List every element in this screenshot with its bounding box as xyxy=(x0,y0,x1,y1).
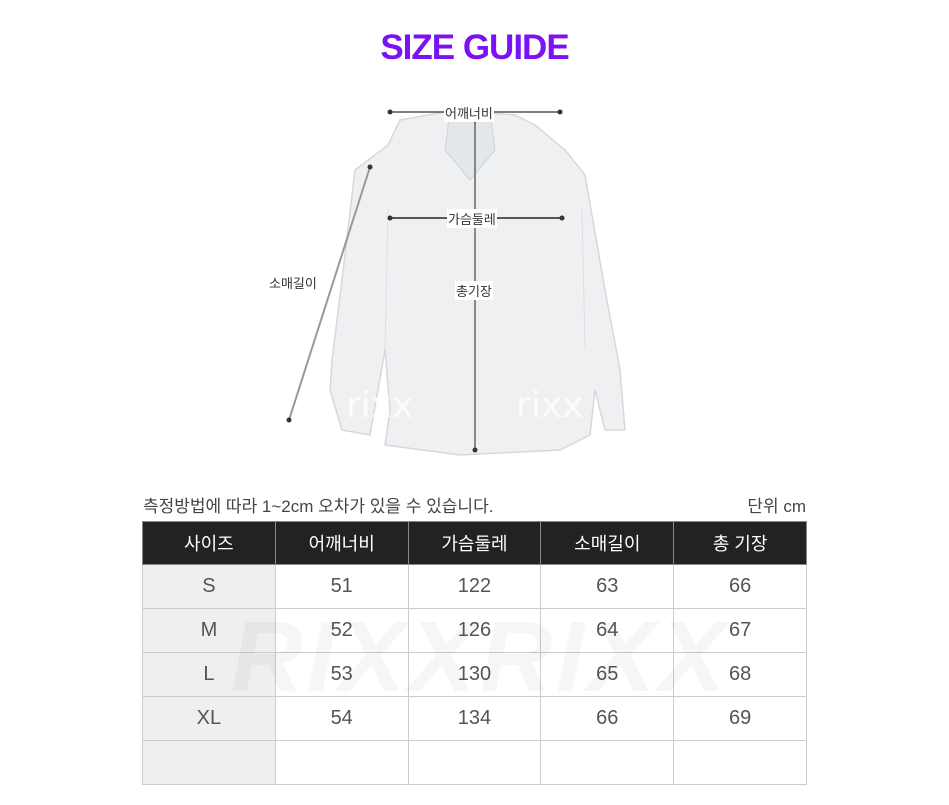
measurement-note: 측정방법에 따라 1~2cm 오차가 있을 수 있습니다. xyxy=(143,497,494,516)
value-cell: 51 xyxy=(274,564,409,609)
table-row xyxy=(142,740,807,785)
table-row: L 53 130 65 68 xyxy=(142,652,807,697)
value-cell xyxy=(673,740,807,785)
column-header: 총 기장 xyxy=(673,521,807,565)
value-cell: 130 xyxy=(407,652,542,697)
value-cell xyxy=(540,740,675,785)
table-row: S 51 122 63 66 xyxy=(142,564,807,609)
column-header: 가슴둘레 xyxy=(407,521,542,565)
value-cell: 52 xyxy=(274,608,409,653)
shoulder-label: 어깨너비 xyxy=(444,103,494,122)
size-table: 사이즈 어깨너비 가슴둘레 소매길이 총 기장 S 51 122 63 66 M 52 126 64 67… xyxy=(142,521,807,785)
table-row: XL 54 134 66 69 xyxy=(142,696,807,741)
page-title: SIZE GUIDE xyxy=(380,28,569,67)
size-cell: L xyxy=(142,652,276,697)
column-header: 소매길이 xyxy=(540,521,675,565)
size-cell: M xyxy=(142,608,276,653)
value-cell: 122 xyxy=(407,564,542,609)
chest-label: 가슴둘레 xyxy=(447,209,497,228)
table-header: 사이즈 어깨너비 가슴둘레 소매길이 총 기장 xyxy=(142,521,807,565)
value-cell: 53 xyxy=(274,652,409,697)
column-header: 사이즈 xyxy=(142,521,276,565)
watermark: rixx xyxy=(516,385,584,426)
table-row: M 52 126 64 67 xyxy=(142,608,807,653)
size-cell xyxy=(142,740,276,785)
value-cell xyxy=(407,740,542,785)
value-cell: 69 xyxy=(673,696,807,741)
unit-label: 단위 cm xyxy=(747,497,806,516)
sleeve-label: 소매길이 xyxy=(269,277,317,292)
watermark: rixx xyxy=(346,385,414,426)
column-header: 어깨너비 xyxy=(274,521,409,565)
value-cell xyxy=(274,740,409,785)
length-label: 총기장 xyxy=(455,281,493,300)
size-cell: XL xyxy=(142,696,276,741)
value-cell: 64 xyxy=(540,608,675,653)
value-cell: 68 xyxy=(673,652,807,697)
value-cell: 54 xyxy=(274,696,409,741)
value-cell: 66 xyxy=(540,696,675,741)
size-cell: S xyxy=(142,564,276,609)
value-cell: 134 xyxy=(407,696,542,741)
value-cell: 63 xyxy=(540,564,675,609)
value-cell: 66 xyxy=(673,564,807,609)
value-cell: 126 xyxy=(407,608,542,653)
shirt-diagram: 어깨너비 가슴둘레 총기장 소매길이 rixx rixx xyxy=(260,90,640,460)
value-cell: 67 xyxy=(673,608,807,653)
value-cell: 65 xyxy=(540,652,675,697)
